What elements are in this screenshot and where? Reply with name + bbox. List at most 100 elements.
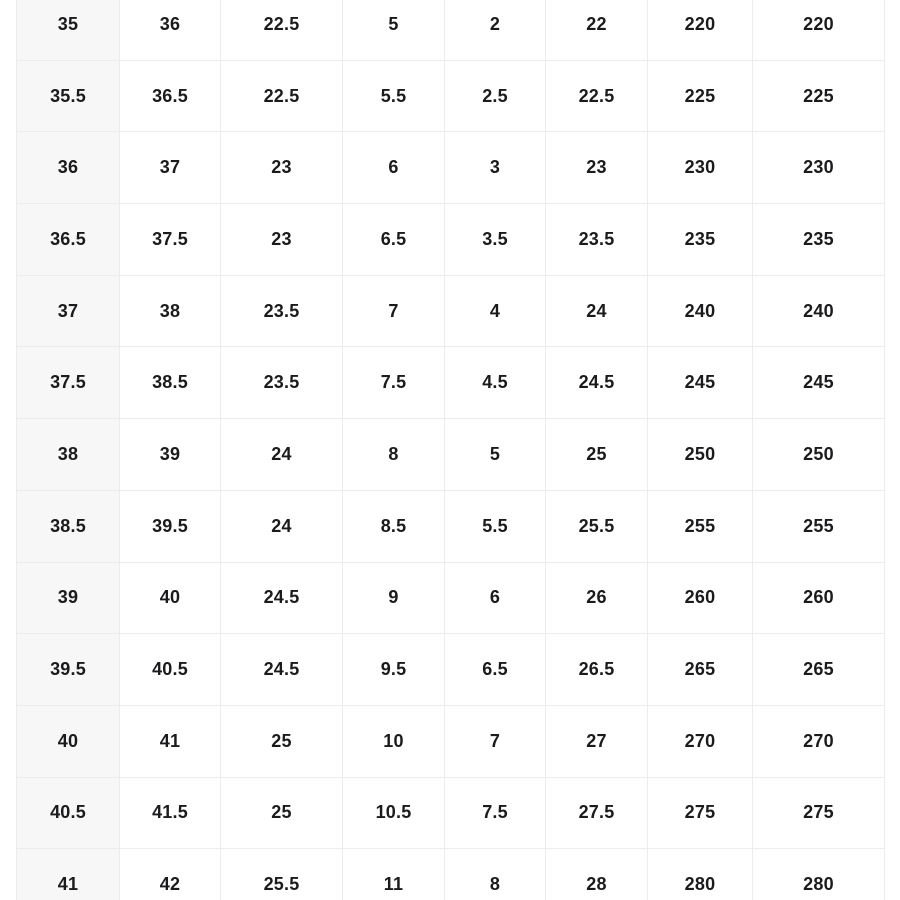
table-cell: 9.5: [342, 633, 445, 706]
table-cell: 22.5: [220, 0, 343, 61]
table-cell: 245: [647, 346, 753, 420]
table-cell: 27.5: [545, 776, 648, 850]
table-cell: 37: [16, 274, 120, 348]
table-cell: 4.5: [444, 346, 546, 420]
table-cell: 26.5: [545, 633, 648, 706]
table-cell: 40.5: [16, 776, 120, 850]
table-cell: 280: [752, 848, 885, 900]
table-cell: 27: [545, 704, 648, 778]
table-cell: 260: [647, 561, 753, 635]
table-cell: 37.5: [16, 346, 120, 420]
table-cell: 6: [342, 131, 445, 205]
table-cell: 3: [444, 131, 546, 205]
table-row: 36.5 37.5 23 6.5 3.5 23.5 235 235: [16, 203, 885, 276]
table-cell: 36.5: [119, 59, 221, 133]
table-cell: 22: [545, 0, 648, 61]
table-cell: 6.5: [342, 203, 445, 276]
table-cell: 6.5: [444, 633, 546, 706]
table-cell: 240: [647, 274, 753, 348]
table-cell: 39: [119, 418, 221, 491]
table-cell: 6: [444, 561, 546, 635]
table-cell: 25: [545, 418, 648, 491]
table-cell: 42: [119, 848, 221, 900]
table-cell: 35: [16, 0, 120, 61]
table-row: 35 36 22.5 5 2 22 220 220: [16, 0, 885, 61]
table-cell: 25: [220, 704, 343, 778]
table-cell: 230: [647, 131, 753, 205]
table-cell: 36.5: [16, 203, 120, 276]
table-cell: 25.5: [545, 489, 648, 563]
table-cell: 270: [647, 704, 753, 778]
table-cell: 225: [647, 59, 753, 133]
table-cell: 245: [752, 346, 885, 420]
table-cell: 40.5: [119, 633, 221, 706]
table-cell: 23: [220, 131, 343, 205]
table-cell: 24: [220, 418, 343, 491]
table-cell: 24.5: [220, 633, 343, 706]
table-cell: 2: [444, 0, 546, 61]
table-cell: 220: [647, 0, 753, 61]
table-cell: 250: [752, 418, 885, 491]
table-cell: 37: [119, 131, 221, 205]
table-cell: 2.5: [444, 59, 546, 133]
table-row: 39 40 24.5 9 6 26 260 260: [16, 561, 885, 635]
table-cell: 4: [444, 274, 546, 348]
table-cell: 38: [119, 274, 221, 348]
table-cell: 39: [16, 561, 120, 635]
table-row: 40 41 25 10 7 27 270 270: [16, 704, 885, 778]
table-cell: 10: [342, 704, 445, 778]
table-cell: 230: [752, 131, 885, 205]
table-cell: 275: [752, 776, 885, 850]
table-cell: 8.5: [342, 489, 445, 563]
table-row: 37.5 38.5 23.5 7.5 4.5 24.5 245 245: [16, 346, 885, 420]
table-cell: 255: [647, 489, 753, 563]
table-cell: 260: [752, 561, 885, 635]
table-cell: 9: [342, 561, 445, 635]
table-row: 38.5 39.5 24 8.5 5.5 25.5 255 255: [16, 489, 885, 563]
table-cell: 23: [220, 203, 343, 276]
table-row: 37 38 23.5 7 4 24 240 240: [16, 274, 885, 348]
table-cell: 8: [444, 848, 546, 900]
table-cell: 220: [752, 0, 885, 61]
table-cell: 8: [342, 418, 445, 491]
size-conversion-table: 35 36 22.5 5 2 22 220 220 35.5 36.5 22.5 5.5 2.5 22.5…: [16, 0, 885, 900]
table-row: 41 42 25.5 11 8 28 280 280: [16, 848, 885, 900]
table-cell: 5.5: [444, 489, 546, 563]
table-cell: 25.5: [220, 848, 343, 900]
table-cell: 24: [545, 274, 648, 348]
table-cell: 235: [647, 203, 753, 276]
table-cell: 3.5: [444, 203, 546, 276]
table-cell: 5: [342, 0, 445, 61]
table-row: 36 37 23 6 3 23 230 230: [16, 131, 885, 205]
table-cell: 255: [752, 489, 885, 563]
table-body: 35 36 22.5 5 2 22 220 220 35.5 36.5 22.5 5.5 2.5 22.5…: [16, 0, 885, 900]
table-cell: 40: [16, 704, 120, 778]
table-cell: 41.5: [119, 776, 221, 850]
table-cell: 38.5: [119, 346, 221, 420]
table-cell: 24.5: [545, 346, 648, 420]
table-cell: 40: [119, 561, 221, 635]
table-cell: 265: [647, 633, 753, 706]
table-row: 40.5 41.5 25 10.5 7.5 27.5 275 275: [16, 776, 885, 850]
table-cell: 235: [752, 203, 885, 276]
table-cell: 11: [342, 848, 445, 900]
table-cell: 22.5: [220, 59, 343, 133]
table-cell: 26: [545, 561, 648, 635]
table-cell: 270: [752, 704, 885, 778]
table-cell: 38: [16, 418, 120, 491]
table-cell: 280: [647, 848, 753, 900]
table-row: 38 39 24 8 5 25 250 250: [16, 418, 885, 491]
table-cell: 225: [752, 59, 885, 133]
table-cell: 250: [647, 418, 753, 491]
table-cell: 240: [752, 274, 885, 348]
table-cell: 275: [647, 776, 753, 850]
table-cell: 5.5: [342, 59, 445, 133]
table-cell: 22.5: [545, 59, 648, 133]
table-cell: 7.5: [444, 776, 546, 850]
table-cell: 35.5: [16, 59, 120, 133]
table-cell: 38.5: [16, 489, 120, 563]
table-cell: 23: [545, 131, 648, 205]
table-cell: 39.5: [16, 633, 120, 706]
table-cell: 7: [444, 704, 546, 778]
